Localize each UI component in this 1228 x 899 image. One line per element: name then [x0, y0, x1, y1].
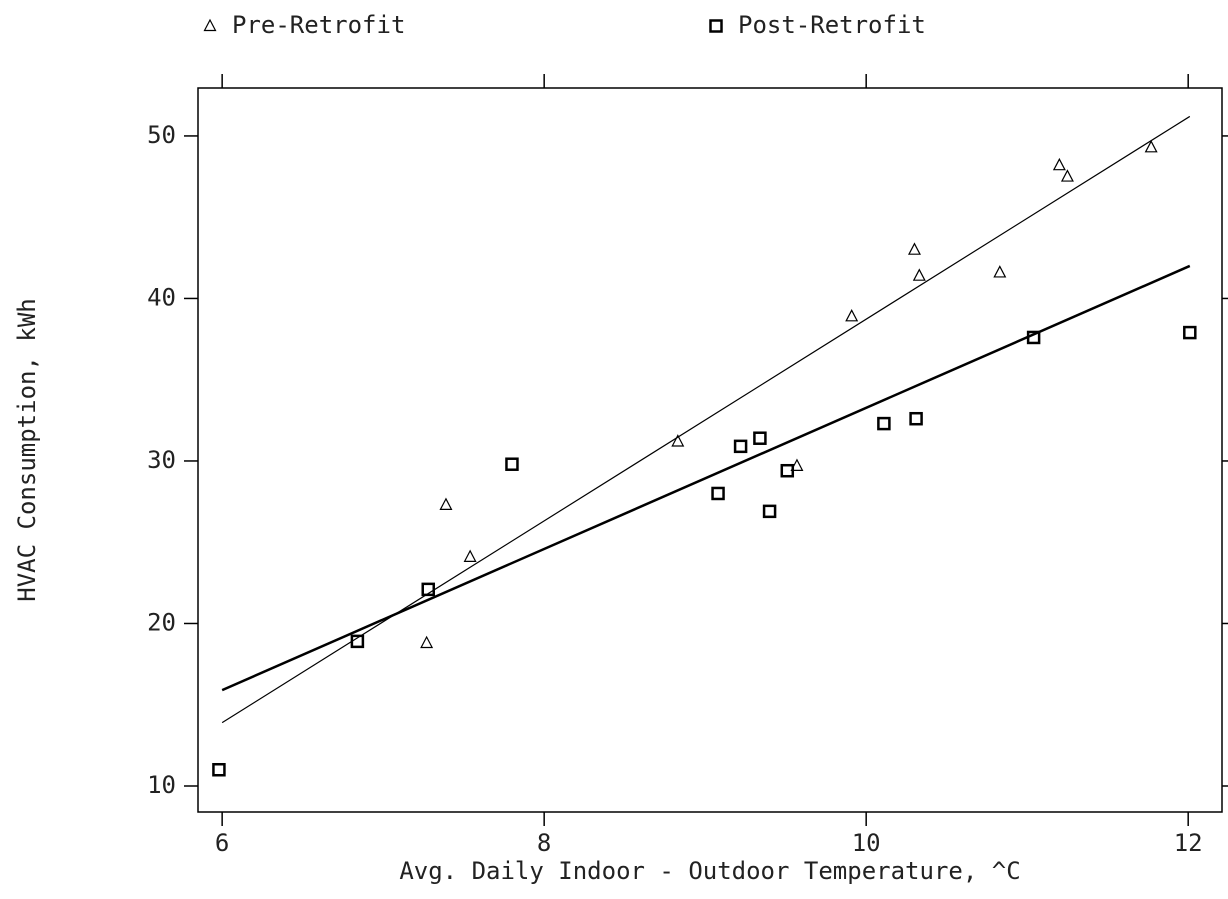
- legend-marker: [203, 18, 217, 32]
- y-tick-label: 50: [147, 121, 176, 149]
- data-point: [439, 497, 453, 510]
- data-point: [421, 582, 435, 597]
- y-axis-label: HVAC Consumption, kWh: [13, 298, 41, 601]
- y-tick-label: 40: [147, 283, 176, 311]
- fit-line: [221, 115, 1191, 724]
- data-point: [1060, 169, 1074, 182]
- data-point: [1026, 330, 1041, 345]
- data-point: [733, 439, 748, 454]
- data-point: [993, 265, 1007, 278]
- y-tick-label: 10: [147, 771, 176, 799]
- x-tick-label: 10: [852, 829, 881, 857]
- x-tick-label: 8: [537, 829, 551, 857]
- legend-label: Pre-Retrofit: [232, 11, 405, 39]
- data-point: [912, 268, 926, 281]
- data-point: [909, 411, 923, 426]
- data-point: [420, 635, 434, 649]
- data-point: [762, 504, 777, 519]
- plot-frame: [197, 87, 1223, 813]
- data-point: [1144, 140, 1158, 153]
- data-point: [780, 463, 795, 478]
- data-point: [1183, 325, 1197, 340]
- data-point: [845, 309, 859, 322]
- x-tick-label: 12: [1174, 829, 1203, 857]
- data-point: [711, 486, 725, 501]
- y-tick-label: 30: [147, 446, 176, 474]
- data-point: [877, 416, 891, 431]
- legend-label: Post-Retrofit: [738, 11, 926, 39]
- data-point: [463, 549, 477, 562]
- data-point: [505, 457, 519, 471]
- data-point: [212, 762, 226, 777]
- data-point: [790, 458, 804, 471]
- x-tick-label: 6: [215, 829, 229, 857]
- data-point: [350, 634, 365, 649]
- data-point: [1052, 157, 1066, 171]
- data-point: [753, 431, 767, 445]
- x-axis-label: Avg. Daily Indoor - Outdoor Temperature,…: [399, 857, 1020, 885]
- y-tick-label: 20: [147, 608, 176, 636]
- legend-marker: [709, 19, 723, 33]
- fit-line: [221, 264, 1191, 692]
- data-point: [907, 242, 921, 255]
- data-point: [671, 434, 685, 447]
